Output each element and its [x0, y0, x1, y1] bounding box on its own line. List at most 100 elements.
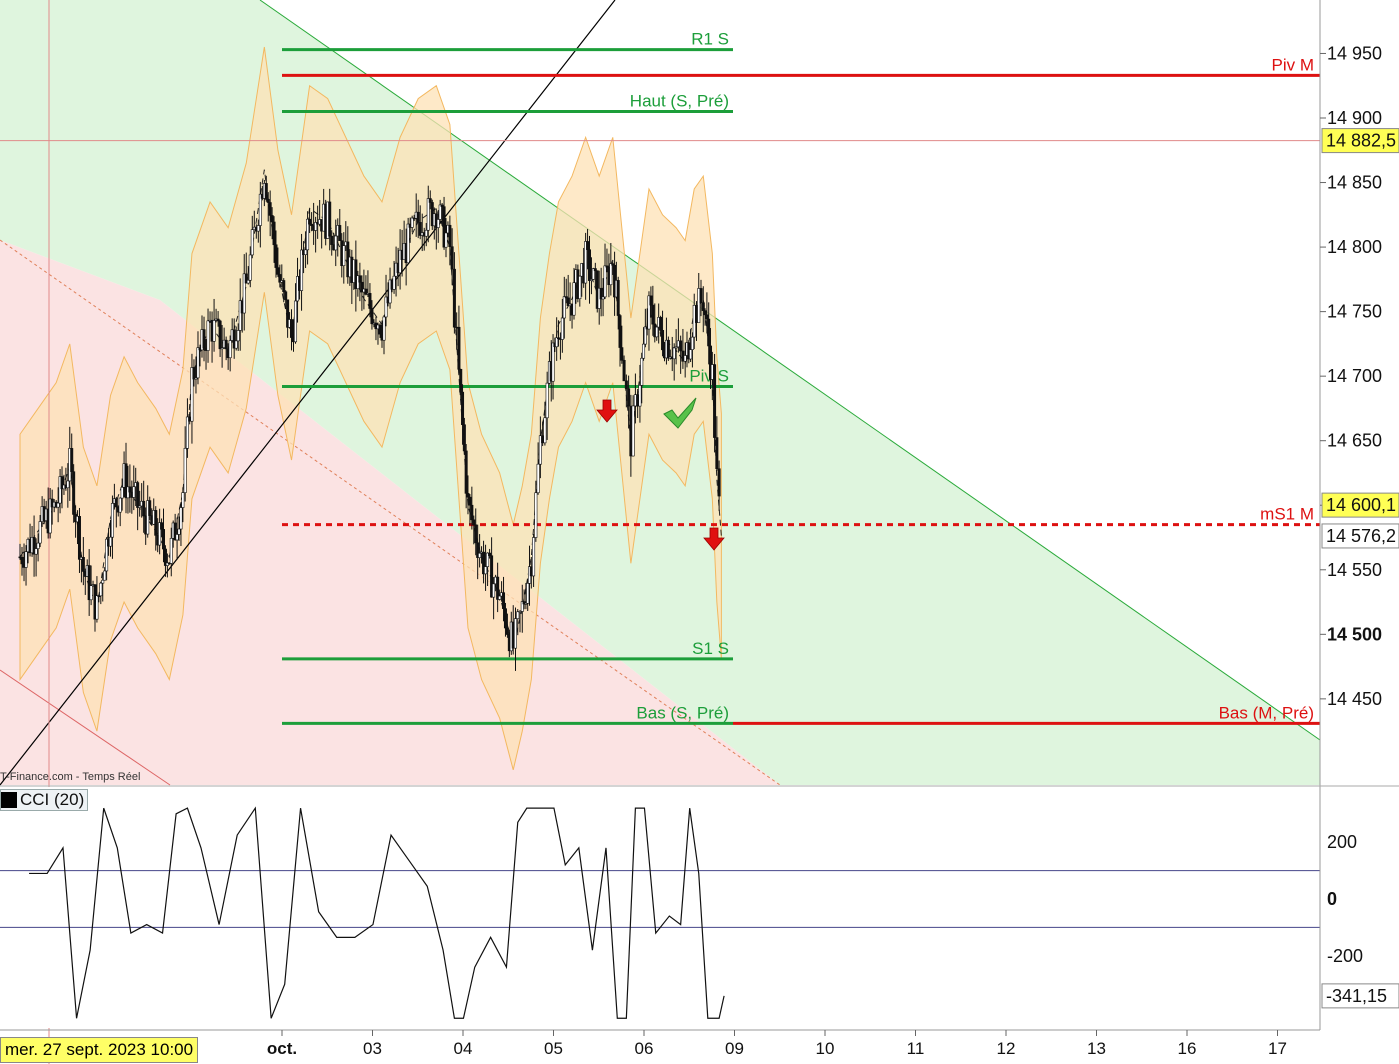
- candle-body: [110, 503, 114, 538]
- candle-body: [36, 542, 40, 549]
- candle-body: [109, 536, 113, 547]
- candle-body: [488, 552, 492, 557]
- candle-body: [354, 259, 358, 289]
- source-label: T-Finance.com - Temps Réel: [0, 771, 141, 783]
- candle-body: [72, 471, 76, 515]
- candle-body: [87, 565, 91, 601]
- price-tag-label: 14 600,1: [1326, 495, 1396, 515]
- candle-body: [444, 232, 448, 248]
- candle-body: [450, 246, 454, 270]
- candle-body: [584, 241, 588, 284]
- candle-body: [202, 329, 206, 349]
- candle-body: [388, 279, 392, 304]
- cci-legend[interactable]: CCI (20): [0, 789, 89, 811]
- candle-body: [416, 211, 420, 223]
- candle-body: [169, 537, 173, 564]
- candle-body: [48, 498, 52, 534]
- candle-body: [165, 562, 169, 566]
- price-tag-box: [1321, 128, 1399, 154]
- candle-body: [627, 388, 631, 407]
- candle-body: [562, 296, 566, 319]
- sell-arrow-icon: [596, 399, 618, 423]
- channel-mid-line: [0, 239, 781, 786]
- candle-body: [220, 347, 224, 350]
- candle-body: [459, 369, 463, 393]
- candle-body: [496, 576, 500, 600]
- candle-body: [526, 583, 530, 604]
- y-tick-label: 14 850: [1327, 173, 1382, 193]
- candle-body: [674, 346, 678, 349]
- candle-body: [624, 380, 628, 389]
- cci-legend-label: CCI (20): [20, 790, 85, 809]
- candle-body: [705, 314, 709, 320]
- candle-body: [358, 275, 362, 283]
- cci-tick-label: 0: [1327, 889, 1337, 909]
- candle-body: [330, 235, 334, 245]
- candle-body: [314, 222, 318, 231]
- candle-body: [482, 551, 486, 575]
- candle-body: [661, 330, 665, 351]
- candle-body: [406, 223, 410, 264]
- candle-body: [564, 296, 568, 299]
- candle-body: [58, 476, 62, 504]
- candle-body: [66, 480, 70, 489]
- candle-body: [224, 339, 228, 350]
- candle-body: [666, 339, 670, 359]
- candle-body: [452, 268, 456, 328]
- candle-body: [34, 548, 38, 555]
- candle-body: [212, 320, 216, 342]
- candle-body: [522, 601, 526, 605]
- candle-body: [609, 263, 613, 286]
- candle-body: [158, 522, 162, 546]
- candle-body: [264, 183, 268, 200]
- candle-body: [196, 347, 200, 379]
- x-tick-label: 16: [1178, 1039, 1197, 1058]
- candle-body: [306, 218, 310, 251]
- candle-body: [173, 522, 177, 541]
- price-tag-label: 14 882,5: [1326, 131, 1396, 151]
- candle-body: [461, 391, 465, 426]
- candle-body: [38, 521, 42, 544]
- candle-body: [701, 302, 705, 311]
- checkmark-icon: [663, 397, 697, 429]
- candle-body: [160, 522, 164, 530]
- candle-body: [334, 235, 338, 251]
- candle-body: [426, 198, 430, 231]
- cci-last-value-label: -341,15: [1326, 986, 1387, 1006]
- candle-body: [647, 295, 651, 330]
- candle-body: [649, 295, 653, 306]
- candle-body: [146, 500, 150, 535]
- candle-body: [642, 343, 646, 359]
- candle-body: [294, 300, 298, 343]
- candle-body: [622, 359, 626, 382]
- candle-body: [384, 296, 388, 318]
- candle-body: [699, 288, 703, 304]
- candle-body: [516, 611, 520, 619]
- candle-body: [651, 304, 655, 325]
- candle-body: [378, 324, 382, 335]
- candle-body: [707, 318, 711, 347]
- candle-body: [505, 627, 509, 635]
- candle-body: [268, 202, 272, 216]
- date-tooltip: mer. 27 sept. 2023 10:00: [0, 1037, 199, 1063]
- candle-body: [20, 556, 24, 565]
- y-tick-label: 14 950: [1327, 43, 1382, 63]
- candle-body: [555, 337, 559, 348]
- candle-body: [181, 492, 185, 508]
- candle-body: [342, 245, 346, 267]
- x-tick-label: 05: [544, 1039, 563, 1058]
- candle-body: [163, 548, 167, 566]
- candle-body: [538, 435, 542, 465]
- candle-body: [278, 274, 282, 283]
- candle-body: [524, 602, 528, 605]
- candle-body: [128, 486, 132, 493]
- candle-body: [618, 315, 622, 348]
- x-tick-label: 17: [1268, 1039, 1287, 1058]
- cci-last-value-box: [1321, 983, 1399, 1009]
- candle-body: [248, 254, 252, 281]
- candle-body: [216, 318, 220, 322]
- level-label-7: Bas (M, Pré): [1219, 703, 1314, 722]
- candle-body: [690, 336, 694, 350]
